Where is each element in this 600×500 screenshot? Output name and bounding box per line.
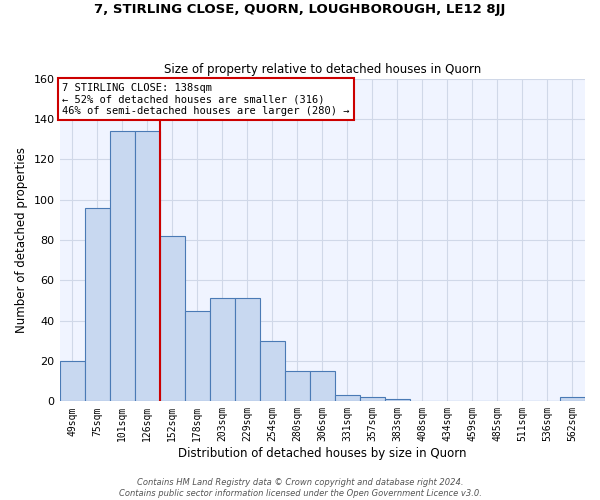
Bar — [335, 396, 360, 402]
Bar — [260, 341, 285, 402]
Bar — [235, 298, 260, 402]
Bar — [360, 398, 385, 402]
Bar — [110, 131, 134, 402]
X-axis label: Distribution of detached houses by size in Quorn: Distribution of detached houses by size … — [178, 447, 467, 460]
Bar — [209, 298, 235, 402]
Bar — [59, 361, 85, 402]
Bar — [185, 310, 209, 402]
Title: Size of property relative to detached houses in Quorn: Size of property relative to detached ho… — [164, 63, 481, 76]
Y-axis label: Number of detached properties: Number of detached properties — [15, 147, 28, 333]
Text: 7, STIRLING CLOSE, QUORN, LOUGHBOROUGH, LE12 8JJ: 7, STIRLING CLOSE, QUORN, LOUGHBOROUGH, … — [94, 2, 506, 16]
Bar — [285, 371, 310, 402]
Bar — [85, 208, 110, 402]
Bar — [160, 236, 185, 402]
Bar — [310, 371, 335, 402]
Bar — [134, 131, 160, 402]
Text: 7 STIRLING CLOSE: 138sqm
← 52% of detached houses are smaller (316)
46% of semi-: 7 STIRLING CLOSE: 138sqm ← 52% of detach… — [62, 82, 350, 116]
Bar — [560, 398, 585, 402]
Text: Contains HM Land Registry data © Crown copyright and database right 2024.
Contai: Contains HM Land Registry data © Crown c… — [119, 478, 481, 498]
Bar — [385, 400, 410, 402]
